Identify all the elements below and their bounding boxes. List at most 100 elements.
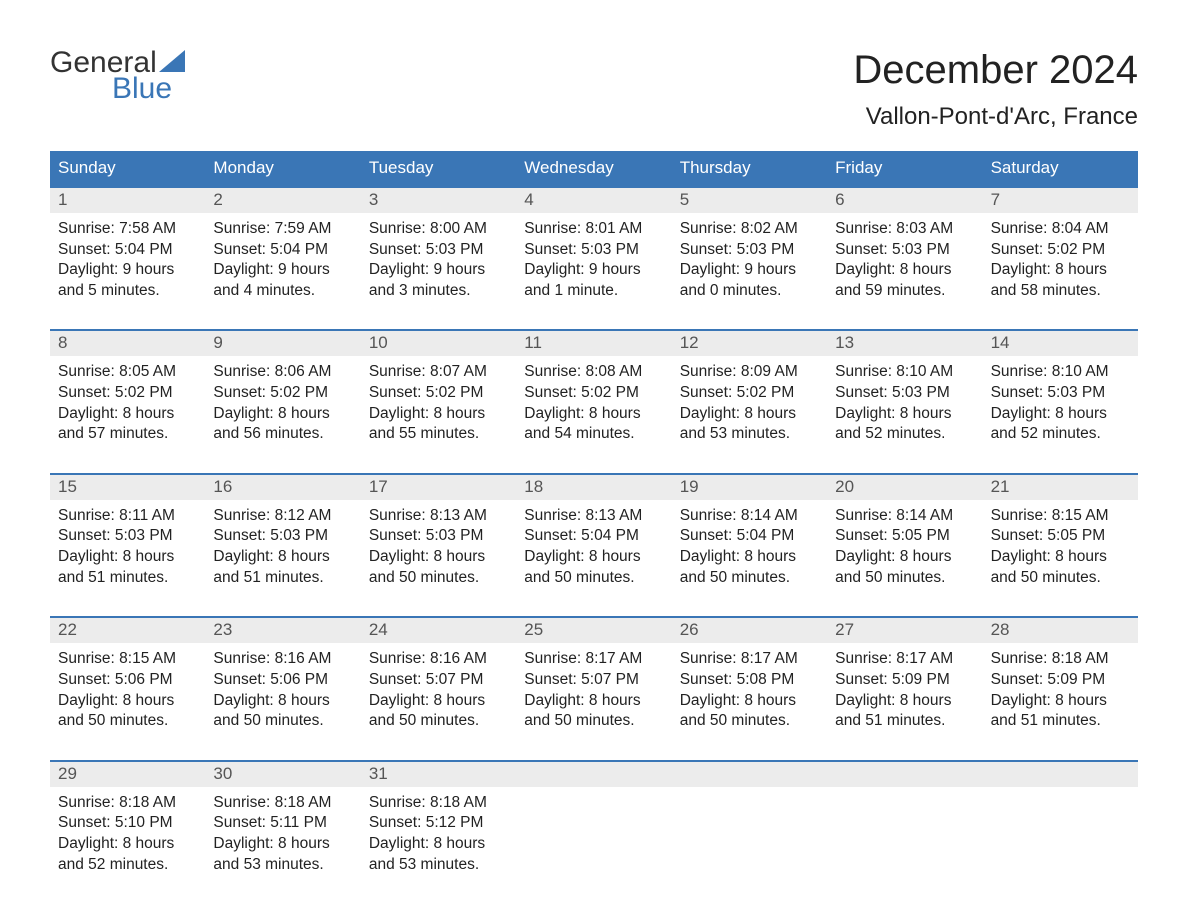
day-d2: and 50 minutes. (524, 568, 663, 589)
day-number: 4 (516, 188, 671, 213)
day-d1: Daylight: 8 hours (58, 691, 197, 712)
day-details: Sunrise: 8:07 AMSunset: 5:02 PMDaylight:… (361, 356, 516, 448)
day-d2: and 53 minutes. (213, 855, 352, 876)
day-d1: Daylight: 8 hours (213, 834, 352, 855)
calendar-page: General Blue December 2024 Vallon-Pont-d… (0, 0, 1188, 909)
day-details: Sunrise: 8:08 AMSunset: 5:02 PMDaylight:… (516, 356, 671, 448)
day-d1: Daylight: 8 hours (213, 691, 352, 712)
day-d2: and 51 minutes. (991, 711, 1130, 732)
day-sr: Sunrise: 8:10 AM (835, 362, 974, 383)
day-details: Sunrise: 8:12 AMSunset: 5:03 PMDaylight:… (205, 500, 360, 592)
day-details: Sunrise: 8:17 AMSunset: 5:08 PMDaylight:… (672, 643, 827, 735)
day-number: 5 (672, 188, 827, 213)
day-d2: and 57 minutes. (58, 424, 197, 445)
day-ss: Sunset: 5:05 PM (835, 526, 974, 547)
day-number: 16 (205, 475, 360, 500)
day-sr: Sunrise: 8:17 AM (680, 649, 819, 670)
day-number: 31 (361, 762, 516, 787)
day-ss: Sunset: 5:03 PM (369, 526, 508, 547)
day-number: 18 (516, 475, 671, 500)
header: General Blue December 2024 Vallon-Pont-d… (50, 48, 1138, 143)
day-d1: Daylight: 8 hours (213, 547, 352, 568)
day-d1: Daylight: 8 hours (991, 260, 1130, 281)
day-d2: and 50 minutes. (213, 711, 352, 732)
day-number: 6 (827, 188, 982, 213)
day-ss: Sunset: 5:03 PM (835, 240, 974, 261)
week-row: 1234567Sunrise: 7:58 AMSunset: 5:04 PMDa… (50, 186, 1138, 305)
day-ss: Sunset: 5:04 PM (680, 526, 819, 547)
day-sr: Sunrise: 8:15 AM (991, 506, 1130, 527)
day-number: 2 (205, 188, 360, 213)
day-number: 20 (827, 475, 982, 500)
day-d2: and 52 minutes. (58, 855, 197, 876)
day-details: Sunrise: 8:10 AMSunset: 5:03 PMDaylight:… (983, 356, 1138, 448)
day-ss: Sunset: 5:03 PM (991, 383, 1130, 404)
day-d1: Daylight: 8 hours (213, 404, 352, 425)
day-d1: Daylight: 9 hours (369, 260, 508, 281)
day-details: Sunrise: 8:13 AMSunset: 5:03 PMDaylight:… (361, 500, 516, 592)
day-d1: Daylight: 8 hours (680, 691, 819, 712)
day-details: Sunrise: 8:16 AMSunset: 5:06 PMDaylight:… (205, 643, 360, 735)
day-details: Sunrise: 8:14 AMSunset: 5:05 PMDaylight:… (827, 500, 982, 592)
day-d1: Daylight: 8 hours (991, 547, 1130, 568)
day-details: Sunrise: 8:06 AMSunset: 5:02 PMDaylight:… (205, 356, 360, 448)
day-sr: Sunrise: 8:18 AM (58, 793, 197, 814)
day-d2: and 53 minutes. (680, 424, 819, 445)
day-d1: Daylight: 8 hours (369, 834, 508, 855)
day-d2: and 52 minutes. (835, 424, 974, 445)
day-d1: Daylight: 9 hours (524, 260, 663, 281)
day-details: Sunrise: 8:09 AMSunset: 5:02 PMDaylight:… (672, 356, 827, 448)
day-d2: and 52 minutes. (991, 424, 1130, 445)
day-number: 26 (672, 618, 827, 643)
day-ss: Sunset: 5:05 PM (991, 526, 1130, 547)
day-sr: Sunrise: 8:14 AM (680, 506, 819, 527)
day-number: 8 (50, 331, 205, 356)
day-number: 25 (516, 618, 671, 643)
day-sr: Sunrise: 8:04 AM (991, 219, 1130, 240)
day-number: 29 (50, 762, 205, 787)
day-details: Sunrise: 8:14 AMSunset: 5:04 PMDaylight:… (672, 500, 827, 592)
weekday-tuesday: Tuesday (361, 151, 516, 186)
day-d2: and 3 minutes. (369, 281, 508, 302)
day-ss: Sunset: 5:06 PM (213, 670, 352, 691)
day-d2: and 53 minutes. (369, 855, 508, 876)
day-details: Sunrise: 8:17 AMSunset: 5:09 PMDaylight:… (827, 643, 982, 735)
day-d1: Daylight: 8 hours (835, 404, 974, 425)
week-row: 891011121314Sunrise: 8:05 AMSunset: 5:02… (50, 329, 1138, 448)
day-details (983, 787, 1138, 879)
day-sr: Sunrise: 8:01 AM (524, 219, 663, 240)
day-d1: Daylight: 8 hours (369, 404, 508, 425)
day-ss: Sunset: 5:09 PM (835, 670, 974, 691)
day-sr: Sunrise: 8:10 AM (991, 362, 1130, 383)
day-d1: Daylight: 8 hours (680, 404, 819, 425)
day-sr: Sunrise: 8:18 AM (213, 793, 352, 814)
day-ss: Sunset: 5:09 PM (991, 670, 1130, 691)
day-details: Sunrise: 8:04 AMSunset: 5:02 PMDaylight:… (983, 213, 1138, 305)
day-sr: Sunrise: 8:09 AM (680, 362, 819, 383)
day-d1: Daylight: 8 hours (524, 404, 663, 425)
day-d2: and 1 minute. (524, 281, 663, 302)
day-d2: and 50 minutes. (58, 711, 197, 732)
day-sr: Sunrise: 8:08 AM (524, 362, 663, 383)
day-details: Sunrise: 8:17 AMSunset: 5:07 PMDaylight:… (516, 643, 671, 735)
day-d1: Daylight: 8 hours (58, 404, 197, 425)
day-details: Sunrise: 8:01 AMSunset: 5:03 PMDaylight:… (516, 213, 671, 305)
day-number (516, 762, 671, 787)
title-block: December 2024 Vallon-Pont-d'Arc, France (853, 48, 1138, 143)
day-d2: and 50 minutes. (680, 568, 819, 589)
day-ss: Sunset: 5:04 PM (524, 526, 663, 547)
day-details: Sunrise: 8:13 AMSunset: 5:04 PMDaylight:… (516, 500, 671, 592)
day-number: 17 (361, 475, 516, 500)
day-sr: Sunrise: 8:17 AM (835, 649, 974, 670)
day-d1: Daylight: 8 hours (524, 691, 663, 712)
day-ss: Sunset: 5:10 PM (58, 813, 197, 834)
day-details: Sunrise: 8:16 AMSunset: 5:07 PMDaylight:… (361, 643, 516, 735)
day-d1: Daylight: 8 hours (835, 260, 974, 281)
day-ss: Sunset: 5:03 PM (213, 526, 352, 547)
day-details: Sunrise: 8:10 AMSunset: 5:03 PMDaylight:… (827, 356, 982, 448)
day-sr: Sunrise: 8:18 AM (991, 649, 1130, 670)
day-ss: Sunset: 5:08 PM (680, 670, 819, 691)
day-ss: Sunset: 5:02 PM (213, 383, 352, 404)
day-details: Sunrise: 8:02 AMSunset: 5:03 PMDaylight:… (672, 213, 827, 305)
week-row: 293031Sunrise: 8:18 AMSunset: 5:10 PMDay… (50, 760, 1138, 879)
